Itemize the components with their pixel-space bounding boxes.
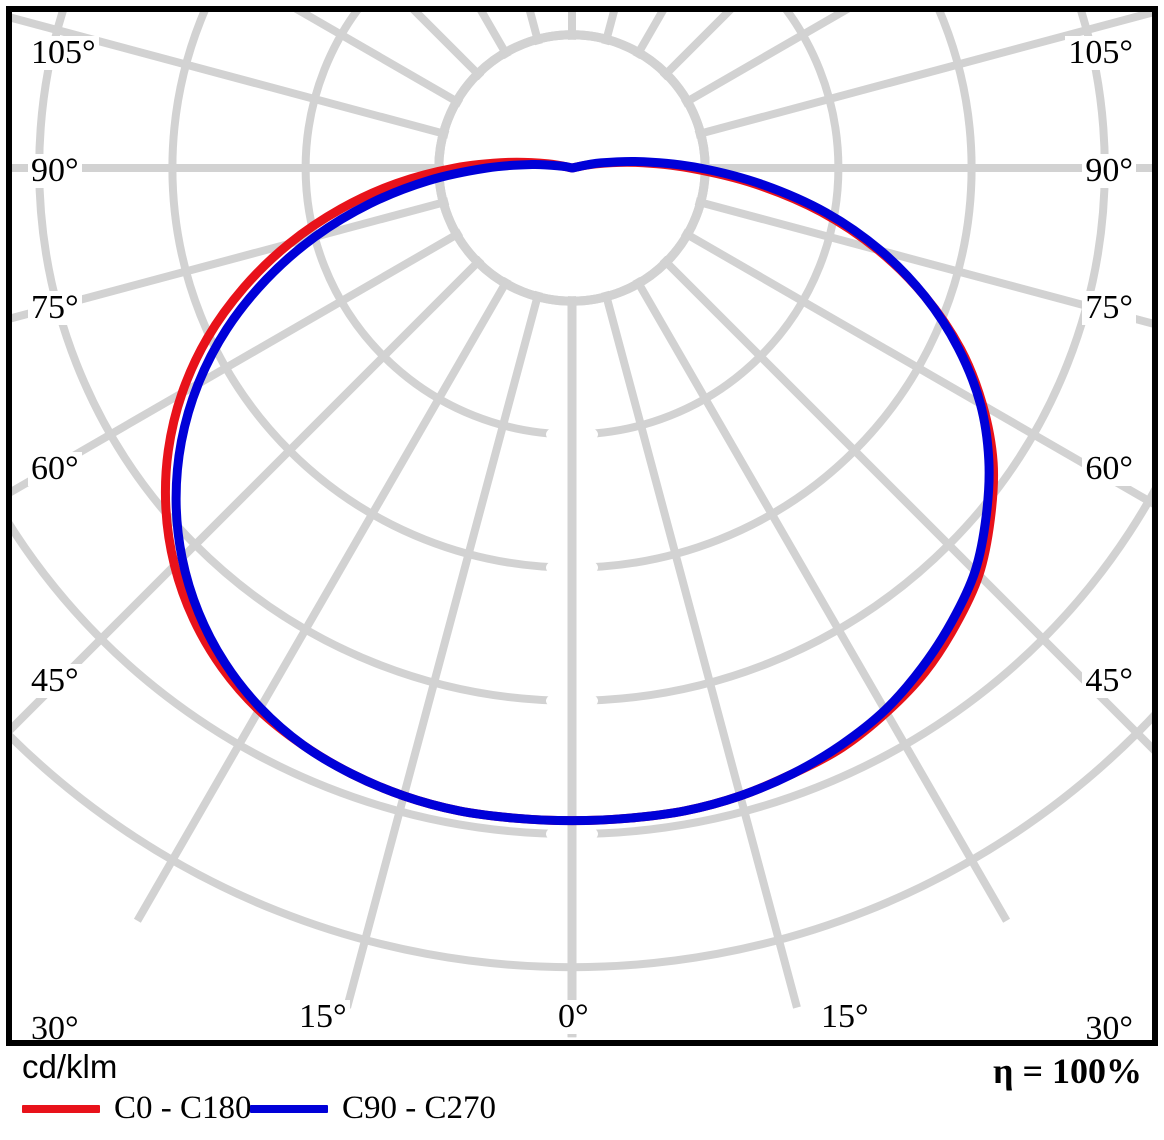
tick-left-30: 30° <box>28 1012 82 1040</box>
legend-swatch-c90-c270 <box>250 1104 328 1113</box>
tick-left-105: 105° <box>28 36 99 70</box>
grid-spoke-15 <box>568 166 801 1009</box>
tick-right-45: 45° <box>1082 664 1136 698</box>
efficiency-label: η = 100% <box>993 1051 1142 1091</box>
curve-c90-c270 <box>171 156 994 826</box>
legend-swatch-c0-c180 <box>22 1104 100 1113</box>
tick-right-60: 60° <box>1082 452 1136 486</box>
tick-right-75: 75° <box>1082 291 1136 325</box>
grid-spoke-105 <box>570 12 1152 172</box>
tick-left-90: 90° <box>28 154 82 188</box>
grid-spoke--120 <box>293 12 575 172</box>
grid-spoke--15 <box>343 166 576 1009</box>
tick-left-75: 75° <box>28 291 82 325</box>
tick-right-90: 90° <box>1082 154 1136 188</box>
tick-right-30: 30° <box>1082 1012 1136 1040</box>
tick-bottom-15-left: 15° <box>296 1000 350 1034</box>
grid-spoke--150 <box>477 12 576 171</box>
legend-item-c90-c270: C90 - C270 <box>250 1092 496 1125</box>
polar-chart-svg <box>12 12 1152 1038</box>
grid-spoke--30 <box>133 165 576 923</box>
grid-spoke-165 <box>568 12 618 170</box>
grid-spoke-60 <box>570 164 1152 508</box>
tick-bottom-0: 0° <box>555 1000 592 1034</box>
polar-plot-frame: 105° 90° 75° 60° 45° 30° 105° 90° 75° 60… <box>6 6 1158 1046</box>
grid-spoke-150 <box>568 12 667 170</box>
grid-spoke-30 <box>568 166 1011 923</box>
tick-left-60: 60° <box>28 452 82 486</box>
legend-label-c90-c270: C90 - C270 <box>342 1090 497 1126</box>
legend-label-c0-c180: C0 - C180 <box>114 1090 252 1126</box>
grid-spoke-75 <box>570 164 1152 328</box>
units-label: cd/klm <box>22 1048 118 1085</box>
grid-spoke--105 <box>12 13 574 172</box>
tick-left-45: 45° <box>28 664 82 698</box>
grid-spoke--135 <box>410 12 575 171</box>
legend-item-c0-c180: C0 - C180 <box>22 1092 252 1125</box>
grid-spoke-120 <box>569 12 851 172</box>
grid-spoke--165 <box>526 12 576 170</box>
polar-curves <box>160 156 999 826</box>
tick-bottom-15-right: 15° <box>818 1000 872 1034</box>
grid-spoke--75 <box>12 164 574 323</box>
grid-spoke-135 <box>569 12 734 171</box>
chart-footer: cd/klm η = 100% C0 - C180 C90 - C270 <box>0 1046 1164 1140</box>
tick-right-105: 105° <box>1065 36 1136 70</box>
